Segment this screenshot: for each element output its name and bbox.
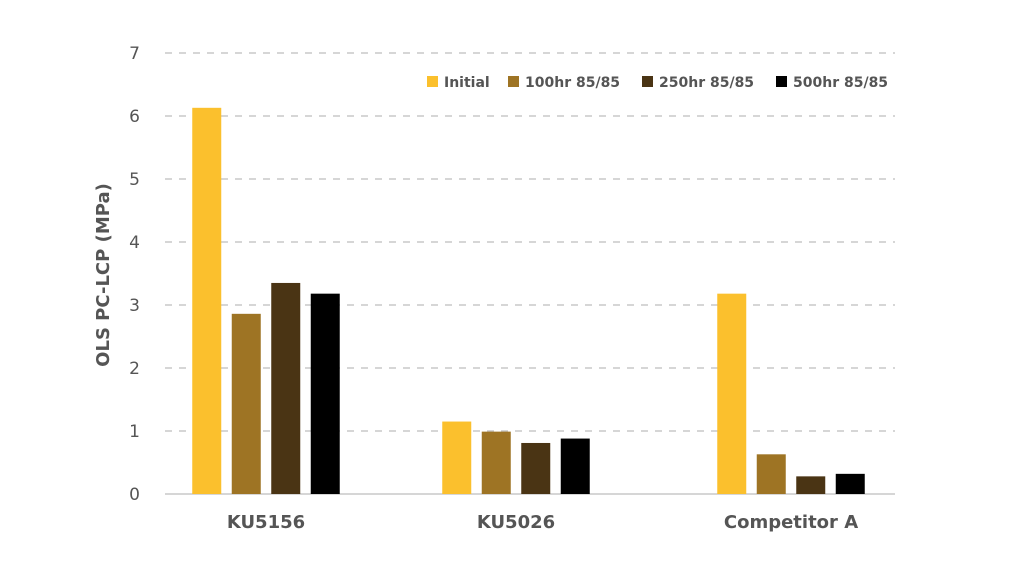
legend-swatch bbox=[642, 76, 653, 87]
y-tick-label: 2 bbox=[129, 359, 140, 379]
y-tick-label: 5 bbox=[129, 170, 140, 190]
legend: Initial 100hr 85/85 250hr 85/85 500hr 85/85 bbox=[427, 75, 888, 91]
bar bbox=[835, 473, 865, 494]
y-tick-label: 3 bbox=[129, 296, 140, 316]
bar bbox=[231, 313, 261, 494]
legend-label: 100hr 85/85 bbox=[525, 75, 620, 91]
y-tick-label: 4 bbox=[129, 233, 140, 253]
bar bbox=[310, 293, 340, 494]
y-axis-title: OLS PC-LCP (MPa) bbox=[93, 183, 114, 367]
bar bbox=[481, 431, 511, 494]
bar bbox=[560, 438, 590, 494]
bar bbox=[521, 442, 551, 494]
legend-swatch bbox=[508, 76, 519, 87]
bar bbox=[442, 421, 472, 494]
category-label: KU5026 bbox=[477, 512, 555, 533]
bar bbox=[192, 107, 222, 494]
legend-label: 500hr 85/85 bbox=[793, 75, 888, 91]
bar bbox=[756, 454, 786, 494]
y-tick-label: 6 bbox=[129, 107, 140, 127]
category-label: Competitor A bbox=[724, 512, 858, 533]
y-tick-labels: 0 1 2 3 4 5 6 7 bbox=[129, 44, 140, 505]
legend-swatch bbox=[776, 76, 787, 87]
bar bbox=[717, 293, 747, 494]
category-label: KU5156 bbox=[227, 512, 305, 533]
gridlines bbox=[165, 52, 895, 495]
legend-label: Initial bbox=[444, 75, 490, 91]
y-tick-label: 0 bbox=[129, 485, 140, 505]
legend-swatch bbox=[427, 76, 438, 87]
bar bbox=[796, 476, 826, 494]
y-tick-label: 1 bbox=[129, 422, 140, 442]
category-labels: KU5156 KU5026 Competitor A bbox=[227, 512, 858, 533]
bar bbox=[271, 282, 301, 494]
legend-label: 250hr 85/85 bbox=[659, 75, 754, 91]
bars bbox=[192, 107, 865, 494]
y-tick-label: 7 bbox=[129, 44, 140, 64]
